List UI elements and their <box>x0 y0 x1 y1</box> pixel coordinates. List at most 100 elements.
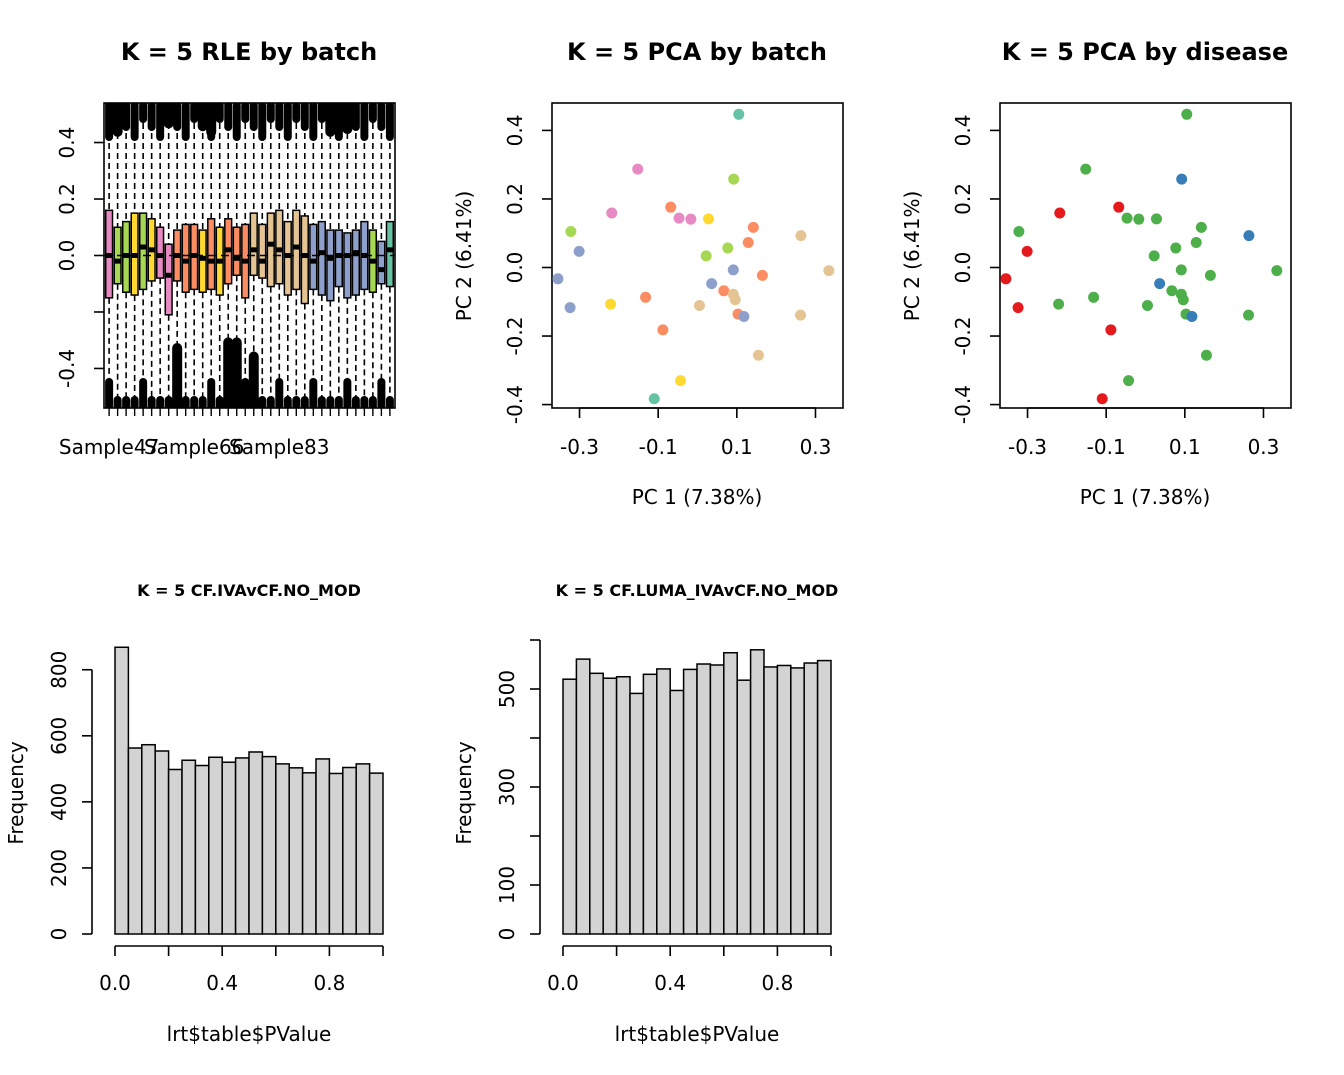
pca-batch-xlabel: PC 1 (7.38%) <box>632 485 763 509</box>
rle-outliers-top <box>385 103 394 141</box>
hist1-ytick-label: 200 <box>47 849 71 887</box>
pca-disease-point <box>1243 309 1255 321</box>
rle-outliers-top <box>377 103 386 131</box>
pca-disease-point <box>1141 300 1153 312</box>
rle-outliers-bottom <box>198 396 207 408</box>
rle-outliers-top <box>241 103 250 123</box>
hist1-bar <box>355 763 371 935</box>
rle-box <box>156 226 165 279</box>
pca-disease-point <box>1054 207 1066 219</box>
hist1-bar <box>154 750 170 935</box>
rle-outlier-run <box>172 343 183 408</box>
hist2-bar <box>615 676 631 935</box>
pca-disease-point <box>1204 269 1216 281</box>
pca-batch-xtick-label: 0.3 <box>800 435 832 459</box>
hist2-bar <box>709 664 725 935</box>
pca-disease-ytick-label: -0.4 <box>951 385 975 424</box>
pca-batch-point <box>752 349 764 361</box>
pca-disease-point <box>1105 324 1117 336</box>
rle-ytick-label: 0.2 <box>55 183 79 215</box>
pca-batch-ytick-label: 0.2 <box>503 183 527 215</box>
rle-outliers-top <box>181 103 190 141</box>
rle-box <box>351 229 361 296</box>
pca-disease-ylabel: PC 2 (6.41%) <box>900 191 924 322</box>
pca-disease-point <box>1195 221 1207 233</box>
rle-outliers-top <box>130 103 139 141</box>
histogram-ivavcf-panel: K = 5 CF.IVAvCF.NO_MOD lrt$table$PValue … <box>4 581 384 1046</box>
rle-outliers-top <box>351 103 360 131</box>
hist2-xtick-label: 0.8 <box>761 971 793 995</box>
hist2-bar <box>642 673 658 935</box>
rle-outliers-bottom <box>385 396 394 408</box>
rle-outliers-bottom <box>351 396 360 408</box>
pca-disease-point <box>1151 213 1163 225</box>
rle-box <box>292 209 301 291</box>
hist1-bar <box>261 755 277 935</box>
rle-xtick-label: Sample83 <box>229 435 329 459</box>
rle-box <box>258 223 267 279</box>
hist2-ylabel: Frequency <box>452 741 476 844</box>
hist1-xtick-label: 0.8 <box>313 971 345 995</box>
rle-box <box>317 220 326 296</box>
hist1-bar <box>368 772 384 935</box>
hist2-bar <box>776 664 792 935</box>
rle-box <box>232 226 241 277</box>
pca-disease-point <box>1113 201 1125 213</box>
rle-box <box>181 223 190 293</box>
pca-disease-point <box>1181 108 1193 120</box>
rle-outliers-top <box>173 103 182 131</box>
rle-outlier-run <box>197 103 208 132</box>
rle-outliers-top <box>258 103 267 141</box>
rle-outliers-bottom <box>360 396 369 408</box>
rle-outliers-bottom <box>241 378 250 408</box>
pca-batch-point <box>665 201 677 213</box>
hist1-bar <box>127 747 143 935</box>
pca-disease-point <box>1175 264 1187 276</box>
pca-disease-point <box>1200 349 1212 361</box>
pca-batch-xtick-label: -0.1 <box>639 435 678 459</box>
rle-box <box>343 232 352 299</box>
pca-batch-panel: K = 5 PCA by batch PC 1 (7.38%) PC 2 (6.… <box>452 38 844 509</box>
rle-outliers-bottom <box>266 396 275 408</box>
hist1-bar <box>181 759 197 935</box>
pca-disease-point <box>1096 393 1108 405</box>
pca-batch-xtick-label: -0.3 <box>560 435 599 459</box>
hist2-bar <box>723 651 738 935</box>
pca-batch-point <box>606 207 618 219</box>
hist1-ytick-label: 800 <box>47 651 71 689</box>
pca-batch-ytick-label: -0.2 <box>503 317 527 356</box>
rle-outliers-bottom <box>156 396 165 408</box>
hist2-bar <box>656 668 671 935</box>
histogram-luma-panel: K = 5 CF.LUMA_IVAvCF.NO_MOD lrt$table$PV… <box>452 581 838 1046</box>
rle-outliers-top <box>156 103 165 141</box>
rle-outliers-top <box>309 103 318 141</box>
hist1-ytick-label: 400 <box>47 783 71 821</box>
pca-disease-point <box>1170 242 1182 254</box>
pca-batch-point <box>700 250 712 262</box>
pca-disease-point <box>1148 250 1160 262</box>
pca-batch-point <box>693 300 705 312</box>
hist2-ytick-label: 300 <box>495 768 519 806</box>
rle-outlier-run <box>231 337 242 408</box>
rle-outlier-run <box>325 103 336 137</box>
pca-disease-frame <box>999 102 1292 409</box>
rle-outliers-bottom <box>139 378 148 408</box>
rle-outlier-run <box>223 337 234 408</box>
pca-batch-point <box>565 226 577 238</box>
rle-outliers-bottom <box>317 396 326 408</box>
pca-disease-point <box>1000 273 1012 285</box>
hist2-ytick-label: 0 <box>495 928 519 941</box>
pca-batch-point <box>632 163 644 175</box>
rle-outliers-top <box>105 103 114 141</box>
pca-batch-point <box>756 269 768 281</box>
hist1-bar <box>275 763 290 935</box>
rle-ytick-label: 0.4 <box>55 127 79 159</box>
pca-batch-point <box>573 245 585 257</box>
pca-disease-point <box>1186 311 1198 322</box>
rle-box <box>334 229 343 288</box>
hist1-xlabel: lrt$table$PValue <box>167 1022 332 1046</box>
rle-box <box>385 220 395 288</box>
pca-batch-point <box>742 236 754 248</box>
hist1-bar <box>167 768 183 935</box>
rle-outlier-run <box>163 103 174 129</box>
